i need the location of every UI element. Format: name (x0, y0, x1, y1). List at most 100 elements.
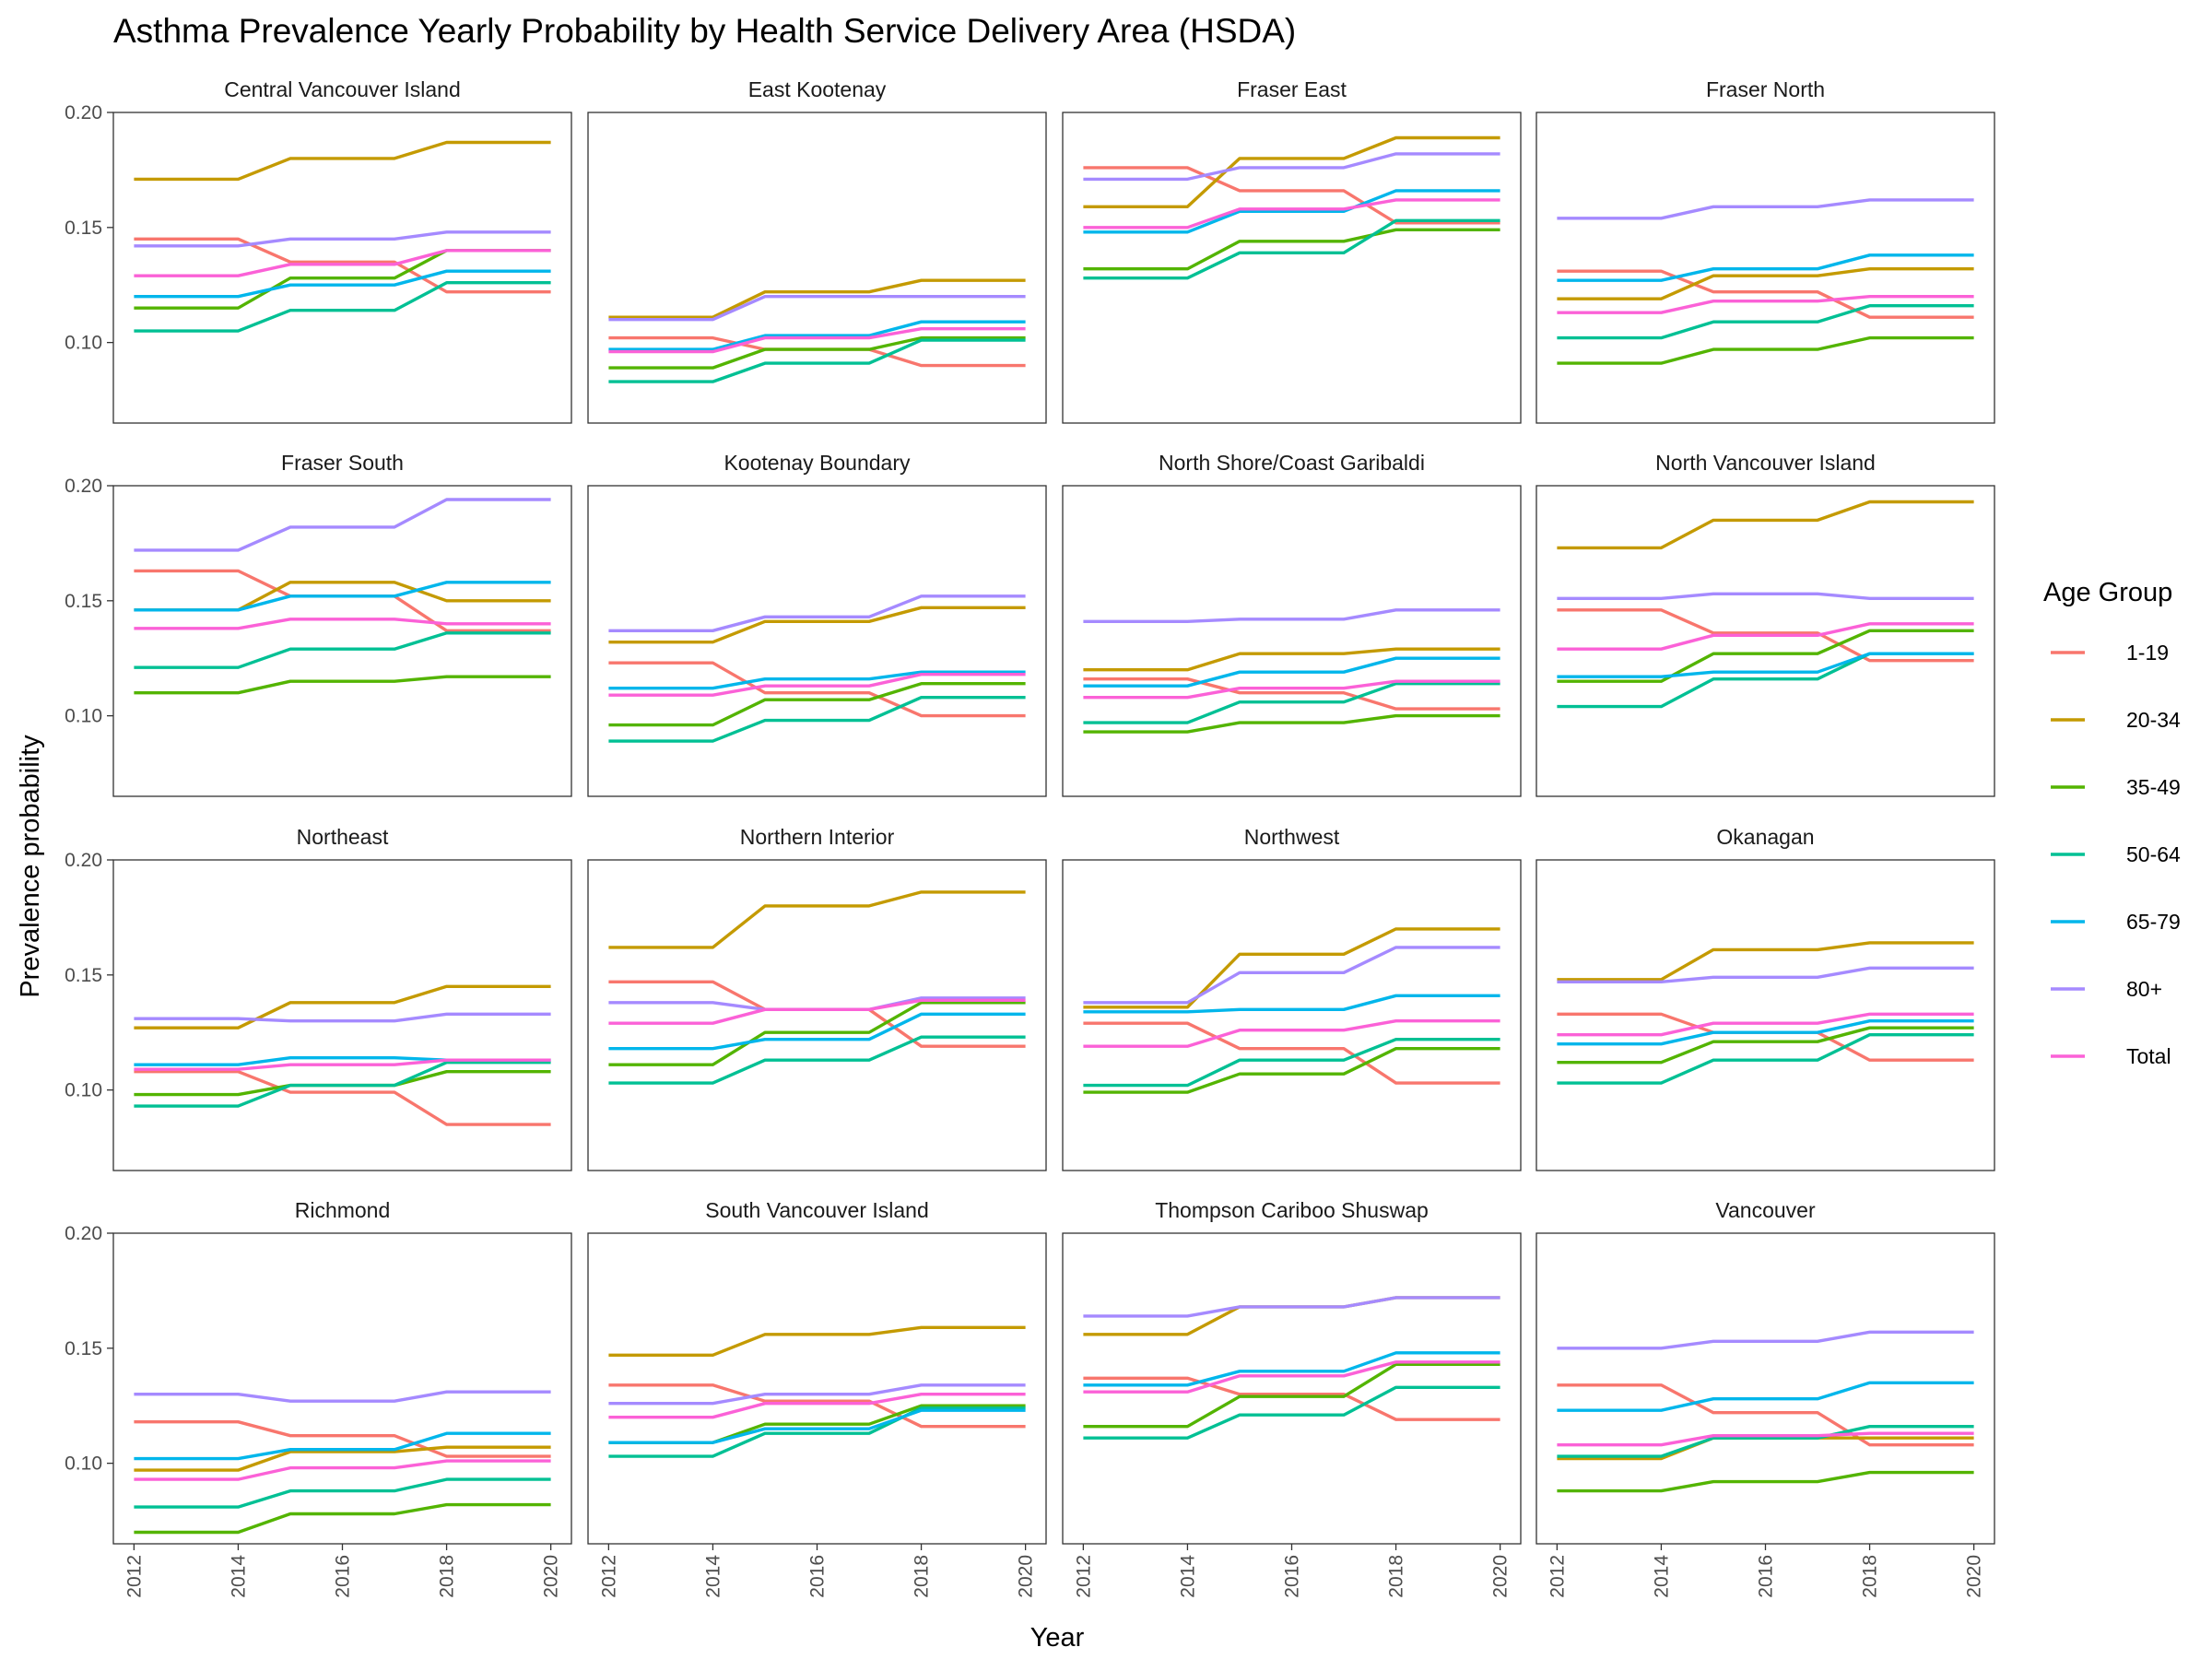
y-tick-label: 0.20 (65, 476, 102, 497)
series-line-80 (1083, 946, 1500, 1005)
series-line-35-49 (608, 1001, 1026, 1066)
legend-label-80: 80+ (2126, 977, 2162, 1001)
series-line-50-64 (1557, 1425, 1974, 1458)
x-tick-label: 2020 (1016, 1555, 1037, 1598)
panel-title: Fraser East (1237, 77, 1347, 101)
series-line-total (1557, 1431, 1974, 1447)
panel-fraser-north: Fraser North (1535, 77, 1995, 424)
series-line-80 (1083, 1296, 1500, 1318)
series-line-20-34 (1083, 135, 1500, 208)
series-line-80 (608, 295, 1026, 322)
series-line-35-49 (1083, 228, 1500, 271)
series-line-50-64 (134, 631, 551, 669)
panel-northern-interior: Northern Interior (587, 825, 1047, 1171)
legend: Age Group 1-19 20-34 35-49 50-64 65-79 80+ Tot… (2043, 578, 2181, 1068)
series-line-1-19 (608, 1383, 1026, 1429)
series-line-20-34 (608, 606, 1026, 644)
series-line-80 (134, 1012, 551, 1023)
panel-east-kootenay: East Kootenay (587, 77, 1047, 424)
x-tick-label: 2020 (541, 1555, 562, 1598)
panel-title: Fraser South (281, 451, 404, 475)
series-line-65-79 (134, 581, 551, 612)
panel-vancouver: Vancouver 2012 2014 2016 2018 2020 (1535, 1198, 1995, 1598)
series-line-65-79 (1557, 253, 1974, 282)
panel-central-vancouver-island: Central Vancouver Island 0.10 0.15 0.20 (65, 77, 572, 424)
series-line-80 (1557, 1330, 1974, 1350)
panel-frame (112, 112, 572, 424)
series-line-65-79 (1083, 1351, 1500, 1387)
y-tick-label: 0.20 (65, 850, 102, 871)
series-line-35-49 (1557, 1026, 1974, 1065)
legend-item-80: 80+ (2051, 977, 2162, 1001)
series-line-65-79 (1083, 656, 1500, 688)
x-tick-label: 2016 (1282, 1555, 1303, 1598)
panel-title: Kootenay Boundary (724, 451, 911, 475)
series-line-20-34 (134, 1445, 551, 1472)
panel-northwest: Northwest (1062, 825, 1522, 1171)
panel-title: North Shore/Coast Garibaldi (1159, 451, 1425, 475)
series-line-total (134, 1459, 551, 1481)
series-line-80 (134, 230, 551, 248)
y-tick-label: 0.10 (65, 706, 102, 727)
series-line-total (134, 1058, 551, 1071)
series-line-65-79 (1083, 189, 1500, 234)
series-line-20-34 (1083, 927, 1500, 1009)
panel-northeast: Northeast 0.10 0.15 0.20 (65, 825, 572, 1171)
x-tick-label: 2014 (702, 1555, 724, 1598)
series-line-1-19 (1083, 1376, 1500, 1421)
legend-title: Age Group (2043, 578, 2172, 607)
y-tick-label: 0.10 (65, 1453, 102, 1475)
series-line-65-79 (1557, 1019, 1974, 1046)
series-line-50-64 (608, 1406, 1026, 1458)
series-line-total (608, 673, 1026, 697)
legend-label-65-79: 65-79 (2126, 910, 2181, 934)
series-line-65-79 (134, 269, 551, 299)
series-line-total (608, 1393, 1026, 1419)
series-line-65-79 (1083, 994, 1500, 1014)
series-line-65-79 (608, 1012, 1026, 1051)
x-tick-label: 2018 (1860, 1555, 1881, 1598)
series-line-1-19 (1083, 677, 1500, 711)
y-axis-title: Prevalence probability (16, 735, 45, 998)
x-tick-label: 2014 (1651, 1555, 1672, 1598)
series-line-1-19 (1557, 608, 1974, 663)
series-line-total (134, 249, 551, 277)
series-line-total (608, 998, 1026, 1025)
panel-fraser-south: Fraser South 0.10 0.15 0.20 (65, 451, 572, 797)
series-line-65-79 (608, 320, 1026, 351)
panel-frame (1535, 485, 1995, 797)
series-line-1-19 (1083, 1021, 1500, 1085)
series-line-20-34 (1557, 941, 1974, 982)
panel-frame (1535, 112, 1995, 424)
y-tick-label: 0.10 (65, 333, 102, 354)
x-tick-label: 2020 (1964, 1555, 1985, 1598)
series-line-35-49 (134, 1502, 551, 1535)
series-line-1-19 (1083, 166, 1500, 225)
series-line-50-64 (608, 1035, 1026, 1085)
series-line-total (608, 327, 1026, 354)
series-line-35-49 (608, 682, 1026, 727)
series-line-80 (1083, 608, 1500, 623)
series-line-total (1083, 198, 1500, 229)
y-tick-label: 0.15 (65, 965, 102, 986)
series-line-50-64 (134, 1061, 551, 1108)
y-tick-label: 0.10 (65, 1080, 102, 1101)
series-line-35-49 (134, 675, 551, 695)
x-tick-label: 2012 (598, 1555, 619, 1598)
y-tick-label: 0.15 (65, 1338, 102, 1359)
series-line-total (1083, 679, 1500, 700)
panel-title: Fraser North (1706, 77, 1825, 101)
series-line-20-34 (134, 984, 551, 1030)
panel-title: East Kootenay (748, 77, 887, 101)
y-tick-label: 0.20 (65, 1223, 102, 1244)
series-line-20-34 (134, 140, 551, 182)
panel-okanagan: Okanagan (1535, 825, 1995, 1171)
panel-frame (587, 1232, 1047, 1545)
panel-title: Northwest (1244, 825, 1340, 849)
series-line-65-79 (1557, 652, 1974, 678)
x-tick-label: 2014 (228, 1555, 249, 1598)
series-line-20-34 (608, 1325, 1026, 1357)
series-line-1-19 (608, 661, 1026, 718)
panel-title: North Vancouver Island (1655, 451, 1876, 475)
